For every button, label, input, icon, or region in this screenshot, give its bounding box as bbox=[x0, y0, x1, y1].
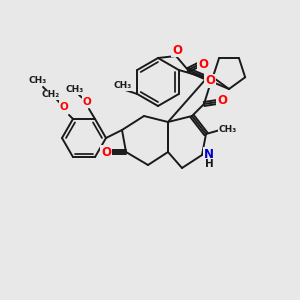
Text: CH₃: CH₃ bbox=[113, 82, 131, 91]
Text: O: O bbox=[60, 102, 68, 112]
Text: CH₃: CH₃ bbox=[29, 76, 47, 85]
Text: CH₃: CH₃ bbox=[219, 124, 237, 134]
Text: N: N bbox=[204, 148, 214, 160]
Text: H: H bbox=[205, 159, 213, 169]
Text: O: O bbox=[172, 44, 182, 56]
Text: O: O bbox=[198, 58, 208, 70]
Text: O: O bbox=[101, 146, 111, 158]
Text: CH₃: CH₃ bbox=[66, 85, 84, 94]
Text: O: O bbox=[82, 97, 91, 107]
Text: O: O bbox=[217, 94, 227, 107]
Text: O: O bbox=[205, 74, 215, 88]
Text: CH₂: CH₂ bbox=[42, 90, 60, 99]
